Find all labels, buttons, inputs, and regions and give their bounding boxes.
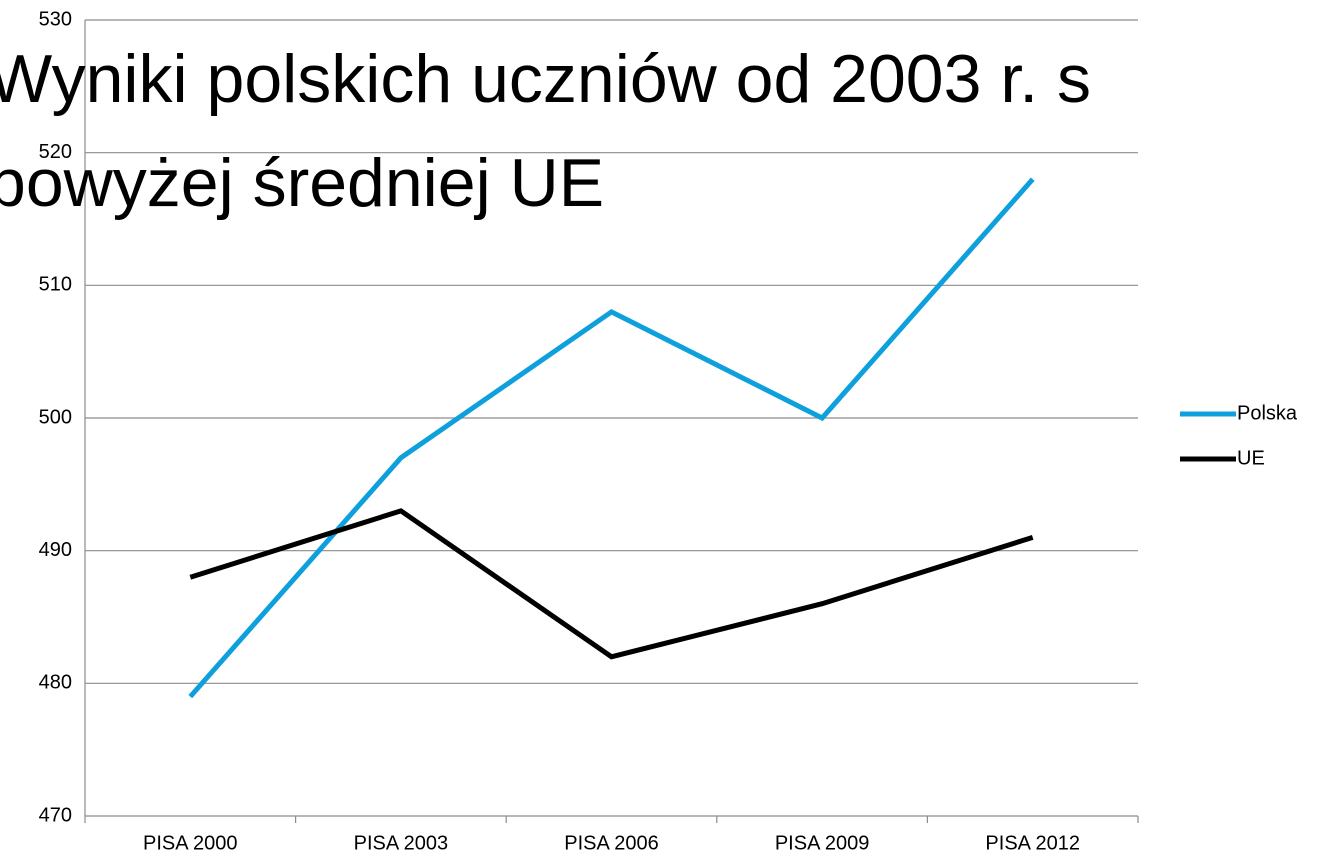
y-tick-label: 510 (39, 274, 72, 296)
series-line (189, 508, 1034, 660)
x-tick-label: PISA 2009 (775, 832, 870, 854)
y-tick-label: 530 (39, 8, 72, 30)
y-tick-label: 490 (39, 539, 72, 561)
x-tick-label: PISA 2006 (564, 832, 659, 854)
y-tick-label: 520 (39, 141, 72, 163)
x-tick-label: PISA 2012 (985, 832, 1080, 854)
series-line (188, 177, 1035, 699)
chart-title: powyżej średniej UE (0, 145, 604, 221)
y-tick-label: 500 (39, 406, 72, 428)
legend-label: UE (1237, 447, 1265, 469)
x-tick-label: PISA 2003 (354, 832, 449, 854)
y-tick-label: 470 (39, 804, 72, 826)
x-tick-label: PISA 2000 (143, 832, 238, 854)
legend-label: Polska (1237, 402, 1298, 424)
y-tick-label: 480 (39, 672, 72, 694)
chart-title: Wyniki polskich uczniów od 2003 r. s (0, 41, 1091, 117)
